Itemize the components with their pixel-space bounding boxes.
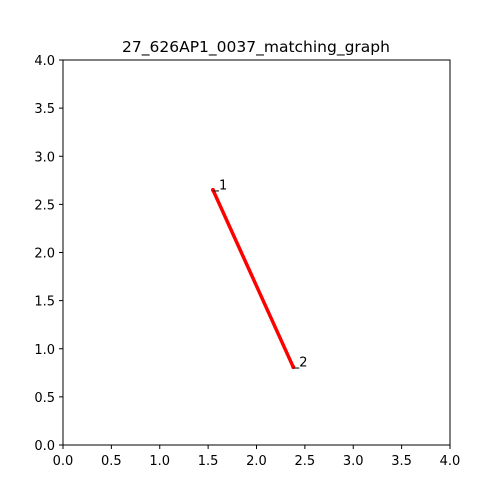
y-tick-label: 2.0	[34, 247, 55, 262]
y-tick-label: 2.5	[34, 198, 55, 213]
x-tick-label: 3.0	[343, 454, 364, 469]
x-tick-label: 4.0	[440, 454, 461, 469]
node-label: 1	[219, 178, 227, 193]
nodes-layer: 12	[210, 178, 308, 371]
edges-layer	[211, 188, 296, 369]
x-tick-label: 1.5	[198, 454, 219, 469]
y-tick-label: 4.0	[34, 54, 55, 69]
plot-area	[63, 60, 450, 445]
y-tick-label: 3.5	[34, 102, 55, 117]
node-label: 2	[299, 356, 307, 371]
x-axis: 0.0 0.5 1.0 1.5 2.0 2.5 3.0 3.5 4.0	[53, 445, 461, 469]
x-tick-label: 0.5	[101, 454, 122, 469]
x-tick-label: 2.5	[295, 454, 316, 469]
y-tick-label: 0.5	[34, 391, 55, 406]
y-tick-label: 3.0	[34, 150, 55, 165]
x-tick-label: 0.0	[53, 454, 74, 469]
graph-edge	[211, 188, 296, 369]
x-tick-label: 3.5	[391, 454, 412, 469]
x-tick-label: 2.0	[246, 454, 267, 469]
y-tick-label: 1.5	[34, 295, 55, 310]
chart-title: 27_626AP1_0037_matching_graph	[122, 38, 390, 57]
x-tick-label: 1.0	[149, 454, 170, 469]
y-tick-label: 1.0	[34, 343, 55, 358]
y-tick-label: 0.0	[34, 439, 55, 454]
y-axis: 0.0 0.5 1.0 1.5 2.0 2.5 3.0 3.5 4.0	[34, 54, 63, 454]
